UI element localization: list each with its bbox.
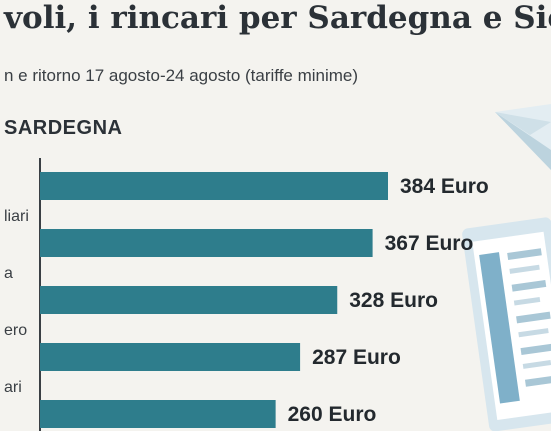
category-label: liari: [4, 208, 29, 225]
bar-value-label: 384 Euro: [400, 175, 489, 198]
chart-title: voli, i rincari per Sardegna e Sic: [4, 0, 551, 36]
category-label: ero: [4, 322, 27, 339]
ticket-icon: [462, 217, 551, 431]
bar-value-label: 367 Euro: [385, 232, 474, 255]
section-heading: SARDEGNA: [4, 117, 123, 139]
paper-plane-icon: [495, 104, 551, 170]
chart-subtitle: n e ritorno 17 agosto-24 agosto (tariffe…: [4, 66, 359, 85]
bar: [40, 286, 338, 314]
category-label: a: [4, 265, 13, 282]
bar: [40, 172, 388, 200]
bar: [40, 400, 276, 428]
bar: [40, 229, 373, 257]
bar-value-label: 260 Euro: [288, 403, 377, 426]
bar-value-label: 287 Euro: [312, 346, 401, 369]
bar-value-label: 328 Euro: [349, 289, 438, 312]
bar: [40, 343, 301, 371]
category-label: ari: [4, 379, 22, 396]
